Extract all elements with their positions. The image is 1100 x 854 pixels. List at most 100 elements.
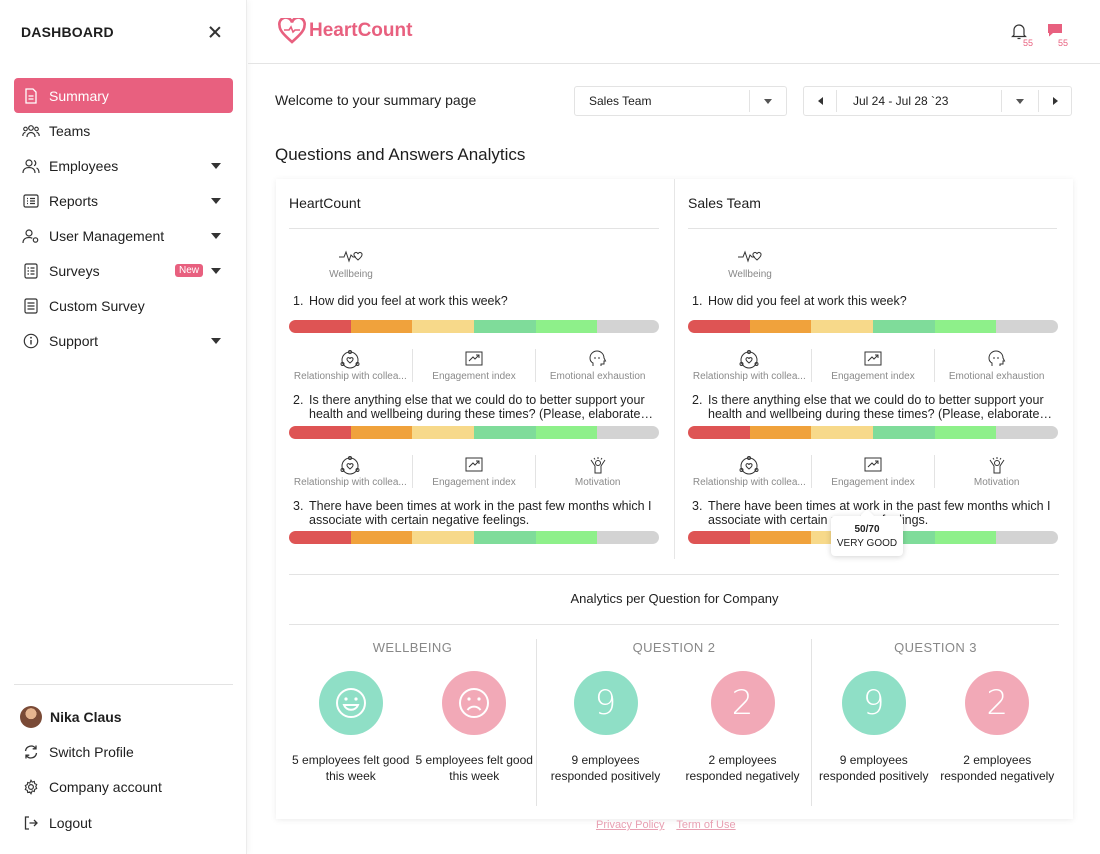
team-dropdown-toggle[interactable] [750,98,786,104]
bar-segment[interactable] [535,531,598,544]
question-line: Is there anything else that we could do … [708,393,1044,407]
bar-segment[interactable] [289,426,351,439]
subcategory[interactable]: Relationship with collea... [688,455,811,488]
bar-segment[interactable] [535,320,598,333]
next-week-button[interactable] [1039,97,1071,105]
privacy-policy-link[interactable]: Privacy Policy [596,819,665,831]
question-line: associate with certain negative feelings… [309,513,530,527]
sidebar-item-employees[interactable]: Employees [14,148,233,183]
subcategory[interactable]: Relationship with collea... [688,349,811,382]
bar-segment[interactable] [873,320,935,333]
chevron-down-icon[interactable] [211,197,221,204]
bar-segment[interactable] [289,320,351,333]
bar-segment[interactable] [811,320,874,333]
heartbeat-icon [713,245,787,267]
chevron-down-icon[interactable] [211,162,221,169]
bar-segment[interactable] [474,426,536,439]
logo[interactable]: HeartCount [278,18,412,44]
logout-link[interactable]: Logout [14,805,233,840]
sidebar-item-support[interactable]: Support [14,323,233,358]
list-icon [22,192,40,210]
bar-segment[interactable] [934,531,997,544]
answer-distribution-bar[interactable] [688,320,1058,333]
subcategory-label: Engagement index [432,371,516,382]
subcategory[interactable]: Relationship with collea... [289,349,412,382]
prev-week-button[interactable] [804,97,836,105]
bar-segment[interactable] [688,426,750,439]
question: 1. How did you feel at work this week? [293,294,653,308]
bar-segment[interactable] [996,426,1058,439]
subcategory[interactable]: Motivation [535,455,659,488]
bar-segment[interactable] [749,531,812,544]
company-account-link[interactable]: Company account [14,770,233,805]
notifications-button[interactable]: 55 [1011,22,1037,48]
bar-segment[interactable] [412,426,475,439]
sidebar-item-surveys[interactable]: Surveys New [14,253,233,288]
chevron-down-icon[interactable] [211,267,221,274]
bar-segment[interactable] [996,320,1058,333]
subcategory[interactable]: Emotional exhaustion [934,349,1058,382]
bar-segment[interactable] [350,426,413,439]
bar-segment[interactable] [749,320,812,333]
sidebar-item-custom-survey[interactable]: Custom Survey [14,288,233,323]
switch-profile-link[interactable]: Switch Profile [14,734,233,769]
date-dropdown-toggle[interactable] [1002,98,1038,104]
subcategory-label: Engagement index [831,477,915,488]
bar-segment[interactable] [350,531,413,544]
bar-segment[interactable] [688,531,750,544]
bar-segment[interactable] [597,531,659,544]
user-profile[interactable]: Nika Claus [14,699,233,734]
sidebar-item-label: Support [49,332,99,349]
sidebar-item-summary[interactable]: Summary [14,78,233,113]
category-wellbeing[interactable]: Wellbeing [314,245,388,280]
bar-segment[interactable] [474,320,536,333]
sidebar-item-reports[interactable]: Reports [14,183,233,218]
sidebar-title: DASHBOARD [21,24,114,40]
chevron-down-icon[interactable] [211,232,221,239]
answer-distribution-bar[interactable] [289,320,659,333]
bar-segment[interactable] [289,531,351,544]
bar-segment[interactable] [474,531,536,544]
subcategory[interactable]: Motivation [934,455,1058,488]
bar-segment[interactable] [688,320,750,333]
date-range-select[interactable]: Jul 24 - Jul 28 `23 [803,86,1072,116]
bar-segment[interactable] [934,320,997,333]
subcategory[interactable]: Engagement index [810,349,935,382]
subcategory[interactable]: Relationship with collea... [289,455,412,488]
bar-segment[interactable] [350,320,413,333]
bar-segment[interactable] [996,531,1058,544]
sidebar-item-label: Summary [49,87,109,104]
subcategory[interactable]: Engagement index [810,455,935,488]
subcategory[interactable]: Emotional exhaustion [535,349,659,382]
chevron-down-icon[interactable] [211,337,221,344]
category-wellbeing[interactable]: Wellbeing [713,245,787,280]
answer-distribution-bar[interactable] [688,426,1058,439]
bar-segment[interactable] [412,531,475,544]
team-select[interactable]: Sales Team [574,86,787,116]
bar-segment[interactable] [934,426,997,439]
sidebar-item-user-management[interactable]: User Management [14,218,233,253]
bar-segment[interactable] [749,426,812,439]
bar-segment[interactable] [597,426,659,439]
bar-segment[interactable] [597,320,659,333]
logout-icon [22,814,40,832]
negative-stat: 2 2 employees responded negatively [681,671,805,784]
bar-segment[interactable] [412,320,475,333]
divider [688,228,1057,229]
sidebar-item-teams[interactable]: Teams [14,113,233,148]
close-icon[interactable] [208,25,222,39]
answer-distribution-bar[interactable] [289,426,659,439]
bell-icon [1011,24,1027,40]
stat-value: 9 [841,671,906,735]
bar-segment[interactable] [811,426,874,439]
subcategory[interactable]: Engagement index [411,455,536,488]
bar-segment[interactable] [535,426,598,439]
subcategory[interactable]: Engagement index [411,349,536,382]
bar-segment[interactable] [873,426,935,439]
messages-button[interactable]: 55 [1046,22,1072,48]
terms-of-use-link[interactable]: Term of Use [676,819,736,831]
question-line: health and wellbeing during these times?… [309,407,653,421]
sidebar-item-label: User Management [49,227,165,244]
score-tooltip: 50/70 VERY GOOD [831,516,903,556]
answer-distribution-bar[interactable] [289,531,659,544]
